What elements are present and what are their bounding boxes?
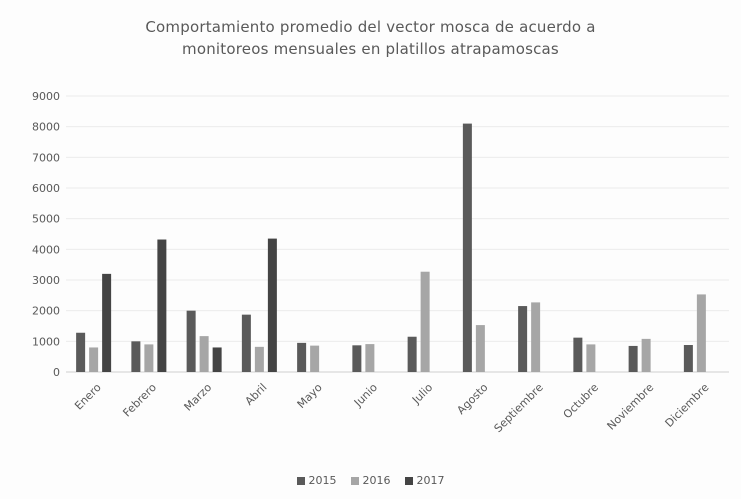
legend-swatch — [404, 476, 413, 485]
bar-2017-marzo — [212, 347, 222, 372]
chart-title-line-1: Comportamiento promedio del vector mosca… — [145, 18, 596, 36]
legend-item-2017: 2017 — [404, 474, 445, 487]
bar-2016-octubre — [586, 344, 596, 372]
bar-2015-marzo — [186, 310, 196, 372]
legend-item-2016: 2016 — [350, 474, 391, 487]
legend-label: 2015 — [308, 474, 337, 487]
bar-2015-agosto — [462, 123, 472, 372]
y-tick-label: 9000 — [32, 90, 60, 103]
bar-2017-abril — [267, 238, 277, 372]
legend-swatch — [296, 476, 305, 485]
bar-2015-julio — [407, 336, 417, 372]
x-tick-label: Agosto — [454, 381, 490, 417]
x-tick-label: Octubre — [561, 381, 601, 421]
chart-title: Comportamiento promedio del vector mosca… — [0, 16, 741, 60]
chart-legend: 2015 2016 2017 — [0, 474, 741, 487]
x-tick-label: Julio — [409, 381, 435, 407]
x-tick-label: Mayo — [295, 381, 325, 411]
bar-2016-julio — [420, 271, 430, 372]
y-tick-label: 8000 — [32, 121, 60, 134]
x-tick-label: Septiembre — [492, 381, 546, 435]
y-tick-label: 7000 — [32, 151, 60, 164]
bar-2015-mayo — [297, 342, 307, 372]
y-tick-label: 0 — [53, 366, 60, 379]
bar-2016-agosto — [475, 325, 485, 372]
bar-2015-enero — [76, 332, 86, 372]
bar-2015-diciembre — [683, 345, 693, 372]
y-tick-label: 3000 — [32, 274, 60, 287]
y-tick-label: 4000 — [32, 243, 60, 256]
y-tick-label: 5000 — [32, 213, 60, 226]
bar-2015-abril — [241, 314, 251, 372]
bar-2016-enero — [89, 347, 99, 372]
y-tick-label: 2000 — [32, 305, 60, 318]
bar-2016-abril — [254, 346, 264, 372]
bar-2015-junio — [352, 345, 362, 372]
bar-2015-febrero — [131, 341, 141, 372]
bar-2016-noviembre — [641, 338, 651, 372]
bar-2015-octubre — [573, 337, 583, 372]
x-tick-label: Diciembre — [663, 381, 712, 430]
bar-2016-marzo — [199, 336, 209, 372]
bar-2017-febrero — [157, 239, 167, 372]
y-tick-label: 6000 — [32, 182, 60, 195]
bar-2016-septiembre — [531, 302, 541, 372]
bar-2017-enero — [102, 273, 112, 372]
y-tick-label: 1000 — [32, 335, 60, 348]
chart-title-line-2: monitoreos mensuales en platillos atrapa… — [182, 40, 559, 58]
x-tick-label: Marzo — [182, 381, 215, 414]
bar-2016-junio — [365, 344, 375, 372]
bar-2015-septiembre — [518, 306, 528, 372]
bar-2016-mayo — [310, 345, 320, 372]
legend-swatch — [350, 476, 359, 485]
x-tick-label: Noviembre — [605, 381, 657, 433]
x-tick-label: Abril — [243, 381, 270, 408]
legend-item-2015: 2015 — [296, 474, 337, 487]
legend-label: 2017 — [416, 474, 445, 487]
x-tick-label: Junio — [351, 381, 380, 410]
bar-2016-febrero — [144, 344, 154, 372]
x-tick-label: Enero — [72, 381, 104, 413]
legend-label: 2016 — [362, 474, 391, 487]
bar-2016-diciembre — [696, 294, 706, 372]
bar-2015-noviembre — [628, 345, 638, 372]
x-tick-label: Febrero — [120, 381, 159, 420]
